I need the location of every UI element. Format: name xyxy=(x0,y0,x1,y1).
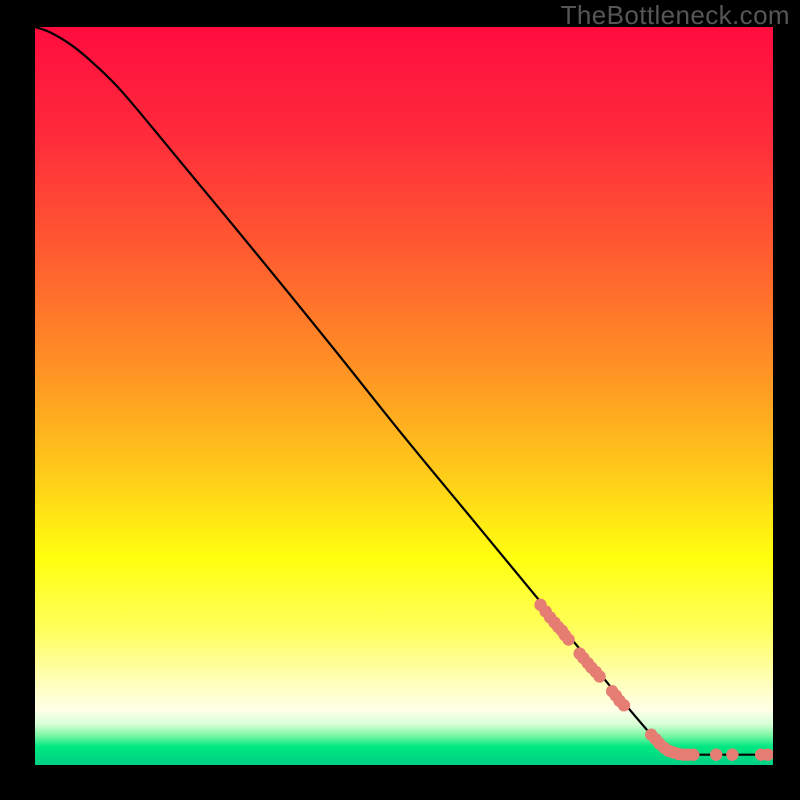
gradient-background xyxy=(35,27,773,765)
marker-point xyxy=(710,748,722,760)
chart-frame: TheBottleneck.com xyxy=(0,0,800,800)
chart-svg xyxy=(35,27,773,765)
marker-point xyxy=(726,748,738,760)
marker-point xyxy=(562,633,574,645)
plot-area xyxy=(35,27,773,765)
marker-point xyxy=(687,748,699,760)
marker-point xyxy=(618,699,630,711)
marker-point xyxy=(593,670,605,682)
